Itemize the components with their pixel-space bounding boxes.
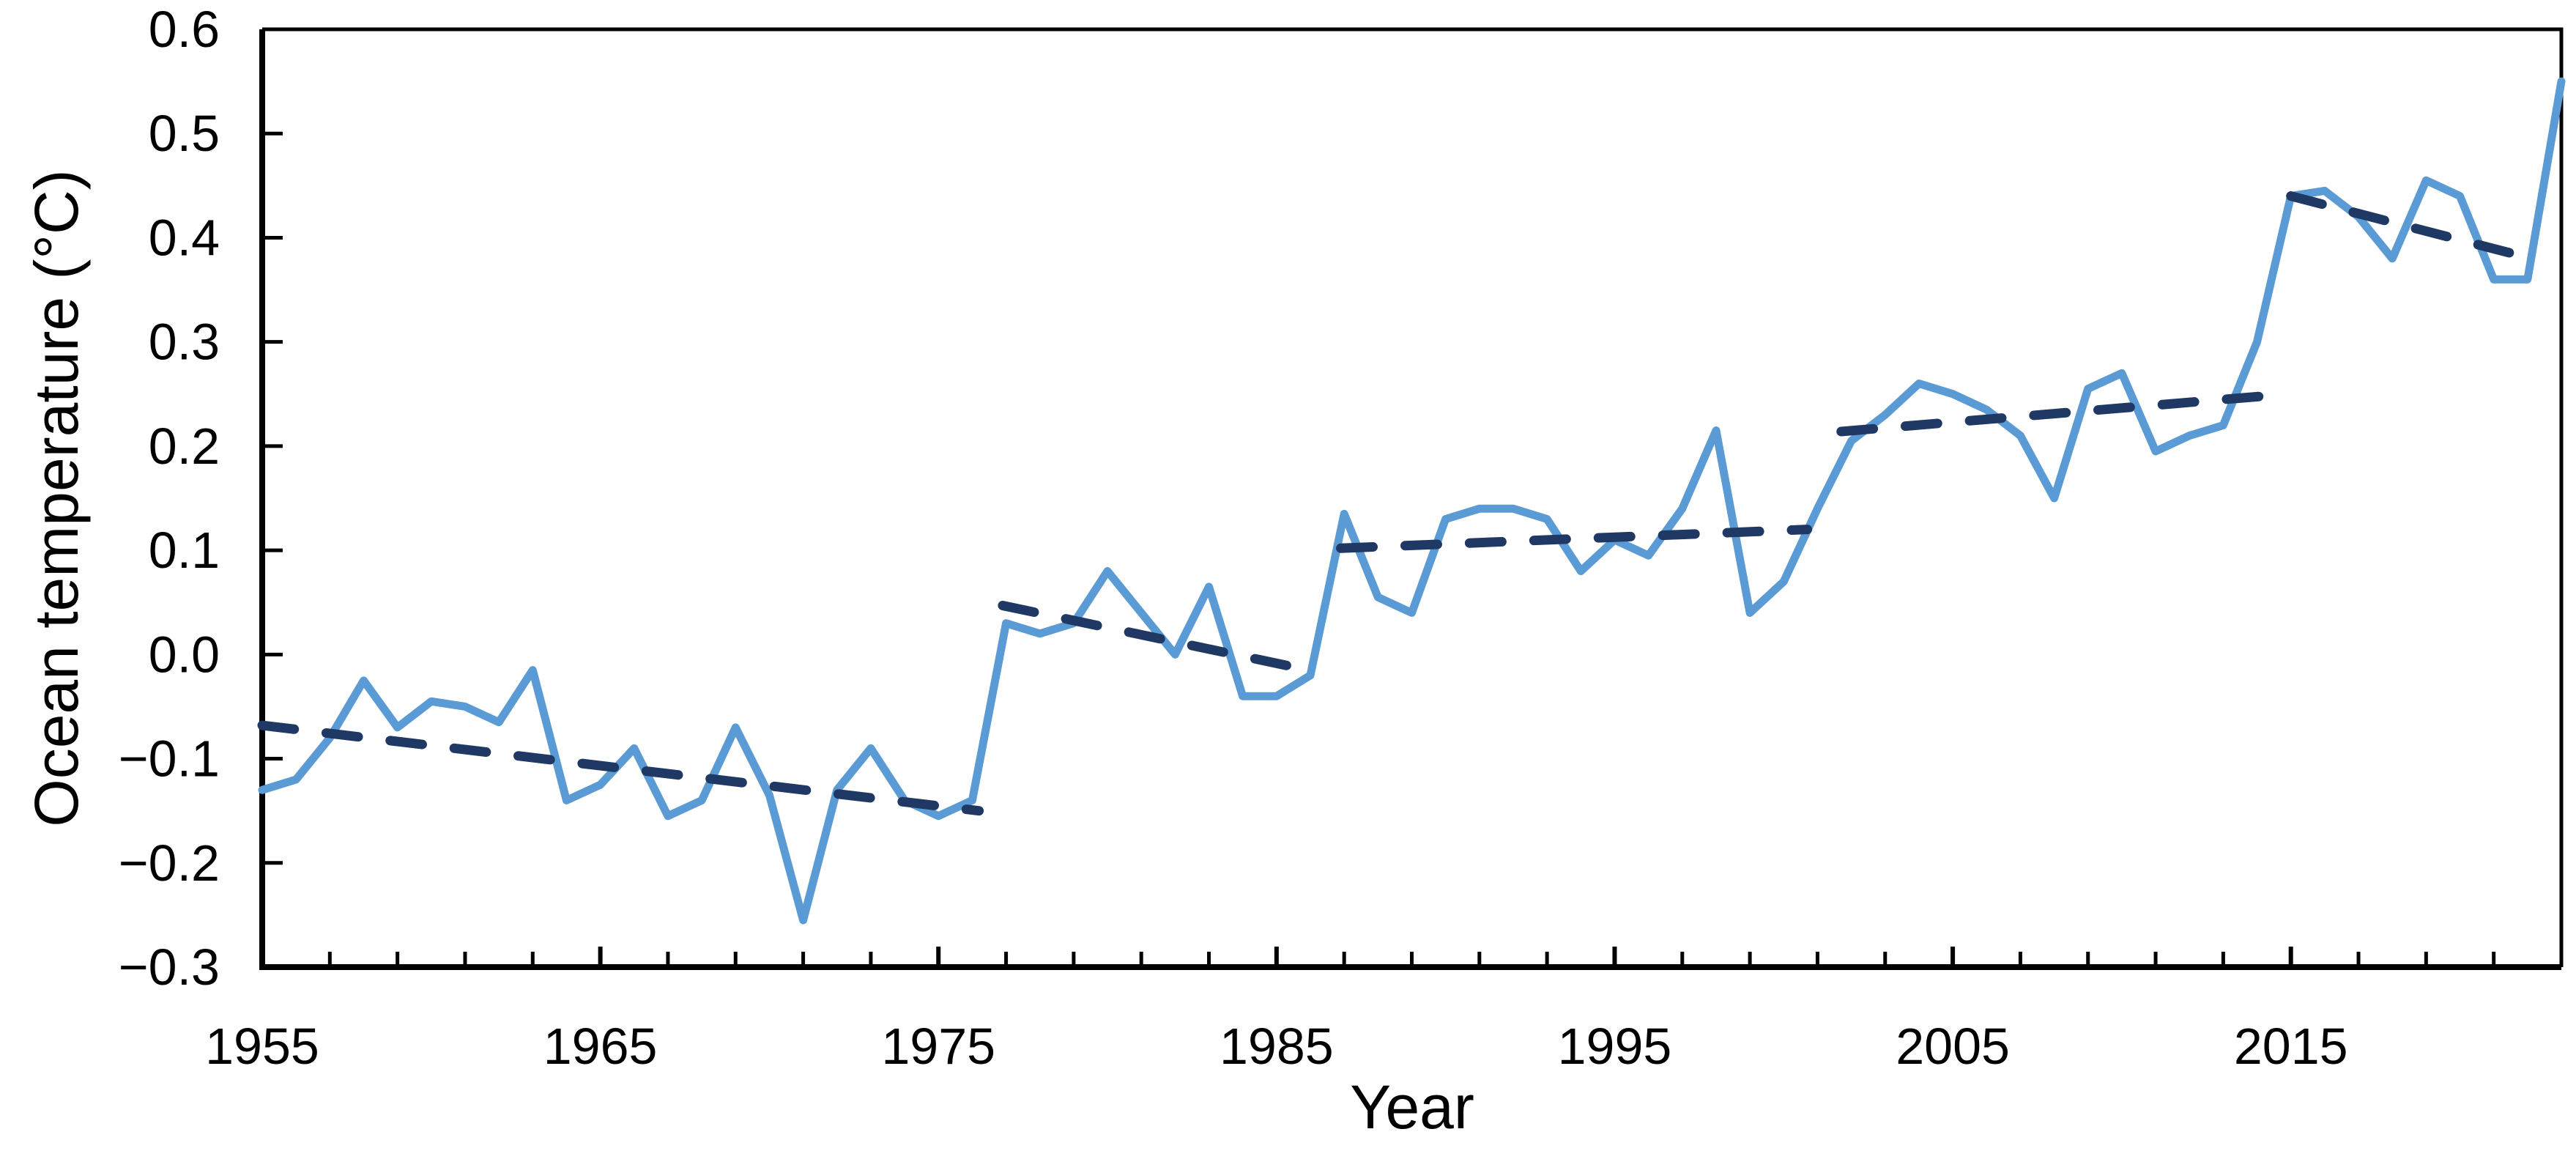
- y-tick-label: 0.0: [149, 626, 220, 683]
- x-tick-label: 1975: [881, 1018, 995, 1075]
- trend-segment: [998, 600, 1319, 676]
- y-tick-label: 0.5: [149, 105, 220, 162]
- y-axis-title: Ocean temperature (°C): [22, 169, 91, 826]
- y-tick-label: 0.1: [149, 522, 220, 579]
- y-tick-label: 0.6: [149, 1, 220, 58]
- y-tick-label: −0.2: [119, 834, 220, 892]
- x-tick-label: 1955: [205, 1018, 319, 1075]
- x-tick-label: 2015: [2234, 1018, 2348, 1075]
- trend-segment: [1336, 525, 1813, 553]
- axis-lines: [259, 29, 2561, 970]
- annual-temperature-line: [258, 77, 2566, 925]
- plot-frame: [262, 27, 2564, 967]
- plot-area: 0.6 0.5 0.4 0.3 0.2 0.1 0.0 −0.1 −0.2 −0.3 1955 196…: [119, 1, 2566, 1075]
- x-tick-label: 2005: [1896, 1018, 2010, 1075]
- y-tick-label: 0.3: [149, 314, 220, 371]
- x-axis-title: Year: [1350, 1073, 1474, 1141]
- trend-segment: [1836, 391, 2269, 437]
- y-tick-label: −0.1: [119, 730, 220, 788]
- trend-segment: [2286, 191, 2533, 262]
- x-tick-label: 1995: [1558, 1018, 1672, 1075]
- x-tick-label: 1985: [1220, 1018, 1334, 1075]
- y-tick-label: 0.2: [149, 418, 220, 475]
- trend-segment: [257, 720, 984, 816]
- x-tick-label: 1965: [543, 1018, 658, 1075]
- y-tick-label: 0.4: [149, 209, 220, 266]
- y-tick-label: −0.3: [119, 939, 220, 996]
